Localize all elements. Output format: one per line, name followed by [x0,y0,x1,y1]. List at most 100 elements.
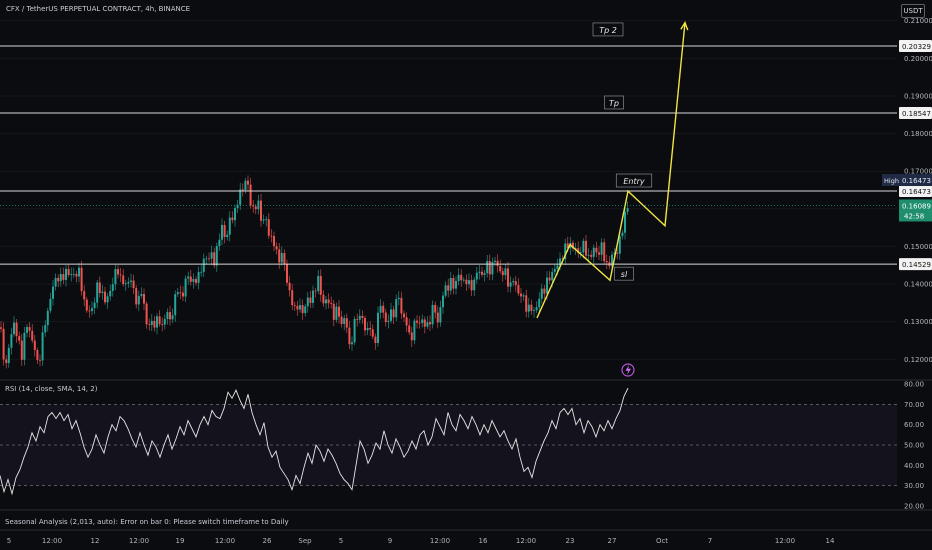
time-tick-label: 12 [91,537,100,545]
candle-body [111,284,114,291]
level-label: sl [621,270,628,279]
candle-body [304,306,307,314]
candle-body [613,252,616,255]
candle-body [590,254,593,257]
candle-body [387,320,390,322]
candle-body [413,320,416,341]
candle-body [397,297,400,300]
candle-body [343,318,346,324]
candle-body [525,295,528,312]
candle-body [309,297,312,303]
candle-body [457,274,460,282]
candle-body [195,279,197,283]
candle-body [299,305,301,310]
time-tick-label: 26 [263,537,272,545]
candle-body [605,261,608,263]
rsi-tick-label: 40.00 [904,462,924,470]
candle-body [520,293,522,297]
candle-body [166,312,169,320]
candle-body [104,291,106,303]
currency-unit-button[interactable]: USDT [901,4,925,18]
candle-body [556,265,559,269]
candle-body [475,272,478,280]
price-tick-label: 0.19000 [904,92,932,100]
seasonal-analysis-note: Seasonal Analysis (2,013, auto): Error o… [5,518,289,526]
level-label-box [604,95,624,110]
candle-body [275,246,278,250]
entry-price-badge: 0.16473 [902,188,931,196]
candle-body [421,319,424,323]
candle-body [226,234,229,238]
candle-body [26,327,28,333]
projection-path[interactable] [0,20,897,319]
time-axis[interactable]: 5 12:00 12 12:00 19 12:00 26 Sep 5 9 12:00 16 12:00 2… [7,537,835,545]
candle-body [18,336,21,341]
candle-body [106,296,109,303]
candle-body [145,303,148,325]
rsi-line [0,387,629,496]
level-label-box [615,173,653,188]
rsi-indicator-title[interactable]: RSI (14, close, SMA, 14, 2) [5,385,98,393]
candle-body [616,252,619,254]
candle-body [83,291,86,300]
candle-body [205,258,208,260]
candle-body [507,268,509,287]
candle-body [296,305,299,310]
candle-body [598,252,600,255]
candle-body [182,292,184,297]
price-tick-label: 0.21000 [904,17,932,25]
time-tick-label: 12:00 [42,537,62,545]
candle-body [572,242,574,249]
candle-body [202,258,205,272]
level-label-box [614,266,634,281]
candle-body [85,299,88,311]
projection-line[interactable] [536,22,686,319]
candle-body [587,254,590,256]
time-tick-label: 12:00 [516,537,536,545]
price-tick-label: 0.13000 [904,318,932,326]
candle-body [564,243,567,260]
candle-body [319,275,322,295]
candle-body [327,299,330,304]
candle-body [2,328,5,360]
candle-body [483,273,486,275]
time-tick-label: 16 [479,537,488,545]
flash-icon[interactable] [621,363,635,377]
candle-body [5,359,8,363]
candle-body [184,278,187,297]
price-tick-label: 0.18000 [904,130,932,138]
candle-body [13,322,15,335]
candle-body [189,276,192,282]
level-price-badge: 0.20329 [902,43,931,51]
candle-body [358,315,361,320]
candle-body [621,232,624,237]
candle-body [39,359,41,361]
candle-body [270,235,273,237]
candle-body [577,248,580,254]
horizontal-levels[interactable]: Tp 2 Tp Entry sl [0,22,897,281]
candle-body [288,282,291,291]
level-label: Entry [623,177,645,186]
candle-body [101,291,104,294]
candle-body [351,342,353,345]
candle-body [273,236,275,247]
candle-body [57,277,60,282]
candle-body [244,180,247,191]
candle-body [62,273,65,280]
candle-body [41,332,44,361]
candle-body [611,254,613,267]
rsi-axis[interactable]: 80.00 70.00 60.00 50.00 40.00 30.00 20.00 [904,381,924,511]
candle-body [135,288,138,305]
time-tick-label: 12:00 [430,537,450,545]
candle-body [403,313,405,318]
candle-body [478,271,481,273]
candle-body [33,340,36,351]
candle-body [218,239,221,247]
candle-body [15,322,18,337]
candle-body [392,309,395,318]
rsi-tick-label: 30.00 [904,482,924,490]
candle-body [10,334,13,348]
time-tick-label: 5 [7,537,11,545]
candle-body [72,273,75,275]
